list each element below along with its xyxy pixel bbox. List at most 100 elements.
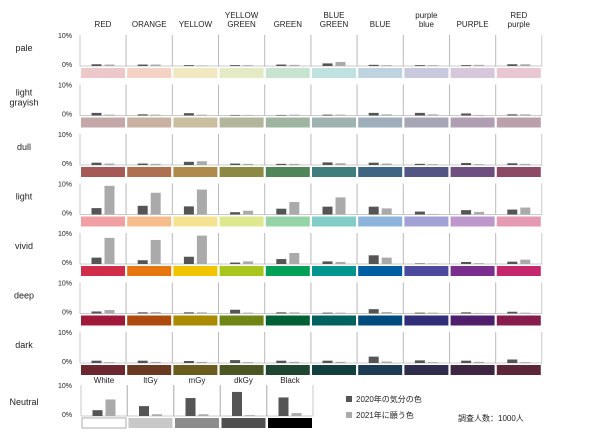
bar-0-1-s0	[137, 64, 148, 66]
swatch-5-4	[265, 315, 310, 326]
bar-5-6-s0	[368, 309, 379, 314]
panel-frame-6-1	[125, 332, 173, 364]
bar-6-6-s1	[381, 361, 392, 363]
bar-6-0-s1	[104, 362, 115, 363]
bar-4-6-s0	[368, 255, 379, 264]
panel-frame-0-8	[449, 35, 497, 67]
swatch-4-8	[450, 266, 495, 276]
bar-5-8-s0	[461, 312, 472, 314]
bar-1-9-s1	[520, 114, 531, 116]
panel-frame-0-2	[171, 35, 219, 67]
ytick-0-3: 0%	[62, 211, 72, 218]
bar-3-8-s1	[474, 211, 485, 215]
bar-1-3-s1	[243, 114, 254, 116]
panel-frame-4-8	[449, 233, 497, 265]
bar-1-0-s0	[91, 112, 102, 116]
bar-n-1-s0	[139, 406, 149, 416]
panel-frame-5-4	[264, 282, 312, 314]
swatch-3-9	[496, 216, 541, 227]
hue-header-7-line2: blue	[419, 20, 435, 29]
panel-frame-3-3	[218, 183, 266, 215]
panel-frame-2-8	[449, 134, 497, 166]
swatch-n-1	[128, 418, 173, 428]
swatch-6-5	[312, 365, 356, 375]
swatch-6-7	[404, 365, 449, 375]
panel-frame-0-0	[79, 35, 127, 67]
panel-frame-6-2	[171, 332, 219, 364]
bar-3-3-s1	[243, 210, 254, 215]
bar-6-2-s0	[183, 360, 194, 363]
swatch-6-4	[265, 365, 310, 375]
sample-size-note: 調査人数：1000人	[458, 413, 524, 423]
panel-frame-0-9	[495, 35, 543, 67]
bar-3-4-s0	[276, 208, 287, 215]
bar-3-0-s0	[91, 208, 102, 215]
bar-4-2-s0	[183, 256, 194, 264]
panel-frame-n-1	[127, 385, 174, 417]
bar-2-5-s1	[335, 163, 346, 165]
tone-label-1-line1: light	[16, 88, 33, 98]
ytick-0-6: 0%	[62, 359, 72, 366]
bar-3-5-s0	[322, 206, 333, 215]
swatch-0-5	[312, 68, 356, 78]
bar-0-9-s0	[507, 64, 518, 66]
bar-2-8-s0	[461, 162, 472, 165]
swatch-6-0	[81, 365, 125, 375]
panel-frame-n-3	[220, 385, 267, 417]
panel-frame-5-9	[495, 282, 543, 314]
legend-swatch-0	[346, 396, 352, 402]
bar-0-1-s1	[150, 64, 161, 66]
bar-6-3-s1	[243, 362, 254, 363]
bar-4-2-s1	[196, 235, 207, 264]
tone-label-1-line2: grayish	[9, 98, 38, 108]
bar-4-4-s1	[289, 252, 300, 264]
swatch-3-2	[173, 216, 218, 227]
bar-3-1-s1	[150, 192, 161, 215]
bar-5-1-s0	[137, 312, 148, 314]
bar-0-5-s1	[335, 61, 346, 66]
panel-frame-2-4	[264, 134, 312, 166]
panel-frame-0-7	[402, 35, 450, 67]
ytick-0-0: 0%	[62, 62, 72, 69]
bar-n-3-s1	[245, 415, 255, 416]
bar-1-6-s1	[381, 114, 392, 116]
bar-5-7-s0	[414, 312, 425, 314]
bar-0-2-s1	[196, 65, 207, 66]
swatch-6-6	[358, 365, 403, 375]
bar-6-5-s0	[322, 360, 333, 363]
swatch-4-3	[219, 266, 264, 276]
swatch-2-9	[496, 167, 541, 177]
panel-frame-0-4	[264, 35, 312, 67]
bar-0-4-s1	[289, 64, 300, 66]
bar-1-7-s0	[414, 112, 425, 116]
swatch-2-0	[81, 167, 125, 177]
bar-1-8-s0	[461, 113, 472, 116]
bar-6-0-s0	[91, 360, 102, 363]
swatch-5-2	[173, 315, 218, 326]
panel-frame-2-2	[171, 134, 219, 166]
swatch-0-6	[358, 68, 403, 78]
swatch-5-1	[127, 315, 172, 326]
panel-frame-4-2	[171, 233, 219, 265]
bar-2-1-s1	[150, 163, 161, 165]
panel-frame-6-6	[356, 332, 404, 364]
bar-5-9-s0	[507, 311, 518, 314]
swatch-5-8	[450, 315, 495, 326]
swatch-4-1	[127, 266, 172, 276]
panel-frame-1-2	[171, 84, 219, 116]
neutral-header-4: Black	[280, 376, 301, 385]
bar-0-2-s0	[183, 65, 194, 66]
panel-frame-3-8	[449, 183, 497, 215]
panel-frame-5-3	[218, 282, 266, 314]
tone-label-3: light	[16, 192, 33, 202]
bar-3-2-s1	[196, 189, 207, 215]
ytick-10-6: 10%	[58, 330, 72, 337]
swatch-4-5	[312, 266, 356, 276]
swatch-3-8	[450, 216, 495, 227]
swatch-4-6	[358, 266, 403, 276]
tone-label-6: dark	[15, 340, 33, 350]
swatch-0-9	[496, 68, 541, 78]
hue-header-2: YELLOW	[179, 20, 213, 29]
swatch-2-8	[450, 167, 495, 177]
bar-4-3-s0	[230, 262, 241, 264]
